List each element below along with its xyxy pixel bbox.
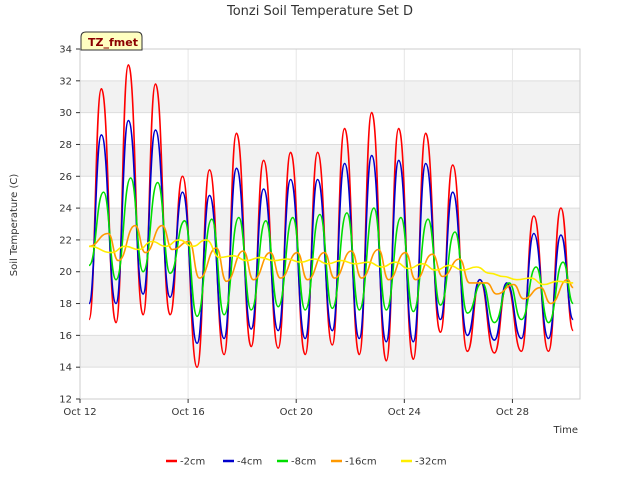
legend-label: -4cm xyxy=(237,457,262,468)
legend-item: -32cm xyxy=(401,457,447,468)
series-line-32cm xyxy=(88,239,574,286)
y-tick-label: 32 xyxy=(59,76,72,87)
series-line-16cm xyxy=(88,224,574,305)
x-tick-label: Oct 28 xyxy=(496,407,529,418)
station-badge: TZ_fmet xyxy=(80,31,143,51)
legend-label: -8cm xyxy=(291,457,316,468)
y-tick-label: 20 xyxy=(59,267,72,278)
grid-bands xyxy=(80,48,580,400)
legend-label: -32cm xyxy=(415,457,447,468)
grid-band xyxy=(80,144,580,177)
legend-item: -16cm xyxy=(331,457,377,468)
y-tick-label: 16 xyxy=(59,331,72,342)
series-layer xyxy=(88,64,574,368)
y-axis-ticks: 12 14 16 18 20 22 24 26 28 30 32 34 xyxy=(59,45,80,406)
y-tick-label: 18 xyxy=(59,299,72,310)
legend-item: -4cm xyxy=(223,457,262,468)
x-tick-label: Oct 16 xyxy=(172,407,205,418)
legend-item: -8cm xyxy=(277,457,316,468)
legend: -2cm -4cm -8cm -16cm -32cm xyxy=(166,457,447,468)
y-tick-label: 22 xyxy=(59,235,72,246)
station-badge-box xyxy=(80,31,143,51)
x-axis-title: Time xyxy=(553,425,578,436)
legend-label: -16cm xyxy=(345,457,377,468)
y-axis-title: Soil Temperature (C) xyxy=(9,174,20,277)
y-tick-label: 34 xyxy=(59,45,72,56)
y-tick-label: 24 xyxy=(59,204,72,215)
grid-band xyxy=(80,80,580,113)
y-tick-label: 28 xyxy=(59,140,72,151)
x-axis-ticks: Oct 12 Oct 16 Oct 20 Oct 24 Oct 28 xyxy=(63,399,529,418)
plot-frame xyxy=(79,48,581,400)
x-tick-label: Oct 12 xyxy=(63,407,96,418)
x-tick-label: Oct 20 xyxy=(280,407,313,418)
x-tick-label: Oct 24 xyxy=(388,407,421,418)
y-tick-label: 26 xyxy=(59,172,72,183)
station-badge-label: TZ_fmet xyxy=(88,36,138,49)
y-tick-label: 30 xyxy=(59,108,72,119)
grid-band xyxy=(80,49,580,81)
y-tick-label: 12 xyxy=(59,395,72,406)
chart-title: Tonzi Soil Temperature Set D xyxy=(226,4,413,19)
legend-item: -2cm xyxy=(166,457,205,468)
y-tick-label: 14 xyxy=(59,363,72,374)
grid-band xyxy=(80,176,580,209)
grid-band xyxy=(80,367,580,399)
legend-label: -2cm xyxy=(180,457,205,468)
grid-band xyxy=(80,112,580,145)
